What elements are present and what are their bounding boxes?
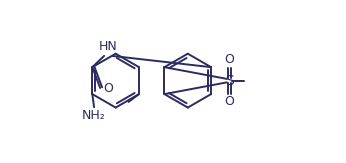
Text: O: O xyxy=(225,95,234,108)
Text: O: O xyxy=(103,82,113,95)
Text: NH₂: NH₂ xyxy=(82,109,106,122)
Text: S: S xyxy=(225,74,234,88)
Text: HN: HN xyxy=(99,40,117,53)
Text: O: O xyxy=(225,53,234,66)
